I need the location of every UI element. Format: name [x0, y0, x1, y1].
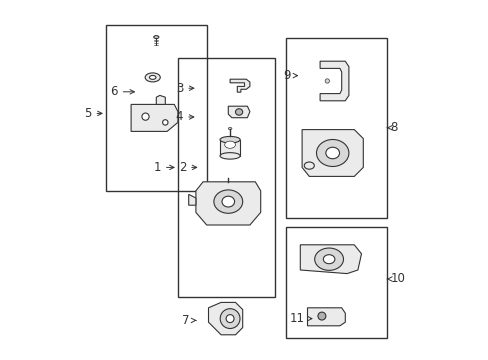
- Ellipse shape: [220, 136, 240, 143]
- Ellipse shape: [314, 248, 343, 270]
- Polygon shape: [307, 308, 345, 326]
- Text: 7: 7: [182, 314, 195, 327]
- Text: 5: 5: [84, 107, 102, 120]
- Ellipse shape: [316, 140, 348, 166]
- Text: 3: 3: [176, 82, 193, 95]
- Polygon shape: [208, 302, 242, 335]
- Ellipse shape: [163, 120, 168, 125]
- Ellipse shape: [153, 36, 159, 39]
- Polygon shape: [196, 182, 260, 225]
- Ellipse shape: [325, 147, 339, 159]
- Polygon shape: [302, 130, 363, 176]
- Ellipse shape: [325, 79, 329, 83]
- Ellipse shape: [213, 190, 242, 213]
- Polygon shape: [156, 95, 165, 104]
- Ellipse shape: [235, 109, 242, 115]
- Ellipse shape: [224, 141, 235, 148]
- Ellipse shape: [317, 312, 325, 320]
- Polygon shape: [131, 104, 178, 131]
- Ellipse shape: [222, 196, 234, 207]
- Text: 11: 11: [289, 312, 311, 325]
- Text: 2: 2: [178, 161, 196, 174]
- Polygon shape: [320, 61, 348, 101]
- Ellipse shape: [220, 153, 240, 159]
- Ellipse shape: [228, 127, 231, 130]
- Ellipse shape: [145, 73, 160, 82]
- Polygon shape: [188, 194, 196, 205]
- Text: 4: 4: [176, 111, 193, 123]
- Ellipse shape: [225, 315, 234, 323]
- Ellipse shape: [142, 113, 149, 120]
- Polygon shape: [230, 79, 249, 92]
- Ellipse shape: [149, 75, 156, 79]
- Text: 8: 8: [386, 121, 397, 134]
- Bar: [285, 227, 386, 338]
- Polygon shape: [228, 106, 249, 118]
- Polygon shape: [300, 245, 361, 274]
- Text: 1: 1: [153, 161, 174, 174]
- Text: 6: 6: [110, 85, 134, 98]
- Bar: [220, 140, 240, 156]
- Text: 9: 9: [283, 69, 297, 82]
- Ellipse shape: [304, 162, 314, 169]
- Bar: [178, 58, 275, 297]
- Bar: [285, 38, 386, 218]
- Bar: [106, 25, 206, 191]
- Ellipse shape: [220, 309, 240, 328]
- Ellipse shape: [323, 255, 334, 264]
- Text: 10: 10: [386, 273, 405, 285]
